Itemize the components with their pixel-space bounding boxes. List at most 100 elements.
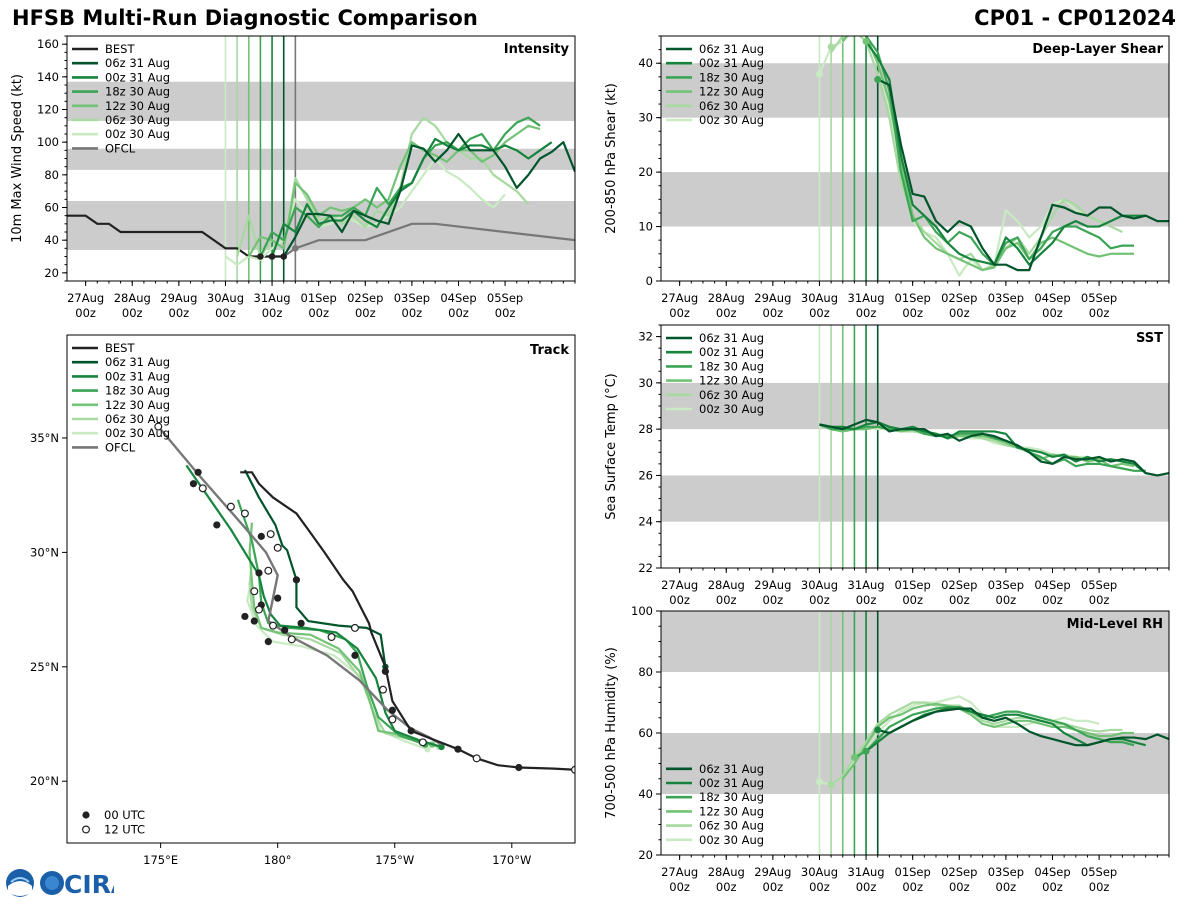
intensity-band-2 <box>67 81 575 121</box>
shear-xtick-date-5: 01Sep <box>895 291 931 305</box>
intensity-xtick-hour-5: 00z <box>308 306 329 320</box>
track-chart-group: 175°E 180° 175°W 170°W 20°N 25°N 30°N 35°N Track… <box>30 334 576 867</box>
track-legend-label-2: 00z 31 Aug <box>105 369 170 383</box>
shear-marker-2 <box>862 37 870 45</box>
rh-ytick-label-4: 100 <box>631 604 653 618</box>
intensity-best-line <box>67 214 284 258</box>
track-run-line-3 <box>248 522 433 746</box>
intensity-xtick-hour-9: 00z <box>495 306 516 320</box>
rh-xtick-date-9: 05Sep <box>1081 865 1117 879</box>
shear-band-1 <box>661 63 1169 118</box>
sst-xtick-date-5: 01Sep <box>895 578 931 592</box>
sst-xtick-hour-3: 00z <box>809 593 830 607</box>
track-run-line-1 <box>185 464 442 748</box>
shear-run-line-0 <box>877 78 1169 272</box>
sst-xtick-date-8: 04Sep <box>1034 578 1070 592</box>
rh-run-line-2 <box>853 705 1135 759</box>
sst-xtick-hour-1: 00z <box>716 593 737 607</box>
shear-xtick-hour-2: 00z <box>763 306 784 320</box>
shear-xtick-date-4: 31Aug <box>848 291 885 305</box>
sst-frame <box>660 324 1170 569</box>
shear-run-line-1 <box>865 40 1146 266</box>
track-xtick-label-3: 170°W <box>492 853 531 867</box>
track-legend-label-4: 12z 30 Aug <box>105 398 170 412</box>
intensity-legend-label-3: 18z 30 Aug <box>105 85 170 99</box>
intensity-band-1 <box>67 148 575 170</box>
intensity-xtick-date-7: 03Sep <box>394 291 430 305</box>
track-ytick-label-2: 30°N <box>30 545 59 559</box>
rh-legend-label-2: 18z 30 Aug <box>699 790 764 804</box>
shear-xtick-hour-0: 00z <box>669 306 690 320</box>
shear-marker-3 <box>874 76 882 84</box>
shear-marker-1 <box>827 43 835 51</box>
figure-title-right: CP01 - CP012024 <box>974 6 1176 30</box>
intensity-best-marker-2 <box>280 253 288 260</box>
shear-xtick-date-6: 02Sep <box>941 291 977 305</box>
rh-xtick-hour-9: 00z <box>1089 880 1110 894</box>
sst-legend-label-1: 00z 31 Aug <box>699 345 764 359</box>
track-12utc-dot-15 <box>226 502 235 511</box>
shear-xtick-hour-1: 00z <box>716 306 737 320</box>
rh-xtick-date-1: 28Aug <box>708 865 745 879</box>
intensity-legend-label-4: 12z 30 Aug <box>105 99 170 113</box>
sst-legend-label-5: 00z 30 Aug <box>699 402 764 416</box>
shear-legend-label-1: 00z 31 Aug <box>699 56 764 70</box>
track-run-line-0 <box>243 469 387 667</box>
track-00utc-dot-5 <box>351 651 359 659</box>
sst-xtick-hour-7: 00z <box>996 593 1017 607</box>
shear-ytick-label-1: 10 <box>638 220 653 234</box>
rh-marker-3 <box>862 747 870 755</box>
track-legend-12utc-marker <box>81 825 90 834</box>
track-frame <box>66 334 576 844</box>
shear-xtick-date-2: 29Aug <box>754 291 791 305</box>
track-00utc-dot-13 <box>255 569 263 577</box>
shear-xtick-date-9: 05Sep <box>1081 291 1117 305</box>
intensity-chart-group: 2040608010012014016027Aug00z28Aug00z29Au… <box>10 35 576 320</box>
rh-legend-label-4: 06z 30 Aug <box>699 819 764 833</box>
shear-chart-group: 01020304027Aug00z28Aug00z29Aug00z30Aug00… <box>604 35 1170 320</box>
rh-legend-label-3: 12z 30 Aug <box>699 804 764 818</box>
track-legend-00utc-marker <box>82 811 90 819</box>
track-12utc-dot-16 <box>198 484 207 493</box>
sst-panel-title: SST <box>1136 331 1163 346</box>
rh-xtick-date-0: 27Aug <box>661 865 698 879</box>
track-legend-label-1: 06z 31 Aug <box>105 355 170 369</box>
intensity-xtick-hour-7: 00z <box>402 306 423 320</box>
track-12utc-dot-7 <box>287 635 296 644</box>
track-panel-title: Track <box>530 343 569 358</box>
rh-xtick-hour-8: 00z <box>1042 880 1063 894</box>
logo-text: CIRA <box>64 870 114 898</box>
track-12utc-dot-17 <box>154 422 163 431</box>
track-12utc-dot-10 <box>250 587 259 596</box>
track-12utc-dot-14 <box>240 509 249 518</box>
track-00utc-dot-15 <box>292 576 301 584</box>
rh-ylabel: 700-500 hPa Humidity (%) <box>604 647 619 819</box>
track-ytick-label-1: 25°N <box>30 660 59 674</box>
rh-xtick-date-6: 02Sep <box>941 865 977 879</box>
track-plot-area <box>154 422 575 774</box>
intensity-panel-title: Intensity <box>504 42 570 57</box>
shear-ytick-label-4: 40 <box>638 56 653 70</box>
track-ytick-label-0: 20°N <box>30 774 59 788</box>
shear-legend-label-3: 12z 30 Aug <box>699 85 764 99</box>
intensity-best-marker-1 <box>268 253 276 260</box>
sst-xtick-date-1: 28Aug <box>708 578 745 592</box>
rh-xtick-hour-4: 00z <box>856 880 877 894</box>
track-00utc-dot-17 <box>194 468 202 476</box>
track-legend-label-6: 00z 30 Aug <box>105 426 170 440</box>
intensity-xtick-hour-3: 00z <box>215 306 236 320</box>
intensity-xtick-date-4: 31Aug <box>254 291 291 305</box>
track-00utc-dot-12 <box>274 594 282 602</box>
rh-run-line-3 <box>841 702 1135 780</box>
shear-xtick-date-8: 04Sep <box>1034 291 1070 305</box>
sst-run-line-0 <box>819 418 1169 477</box>
shear-legend-label-5: 00z 30 Aug <box>699 113 764 127</box>
intensity-xtick-hour-0: 00z <box>75 306 96 320</box>
track-12utc-dot-11 <box>264 566 273 575</box>
sst-xtick-hour-0: 00z <box>669 593 690 607</box>
rh-chart-group: 2040608010027Aug00z28Aug00z29Aug00z30Aug… <box>604 604 1170 894</box>
track-12utc-dot-12 <box>273 543 282 552</box>
shear-xtick-hour-6: 00z <box>949 306 970 320</box>
shear-ylabel: 200-850 hPa Shear (kt) <box>604 83 619 234</box>
track-ytick-label-3: 35°N <box>30 431 59 445</box>
